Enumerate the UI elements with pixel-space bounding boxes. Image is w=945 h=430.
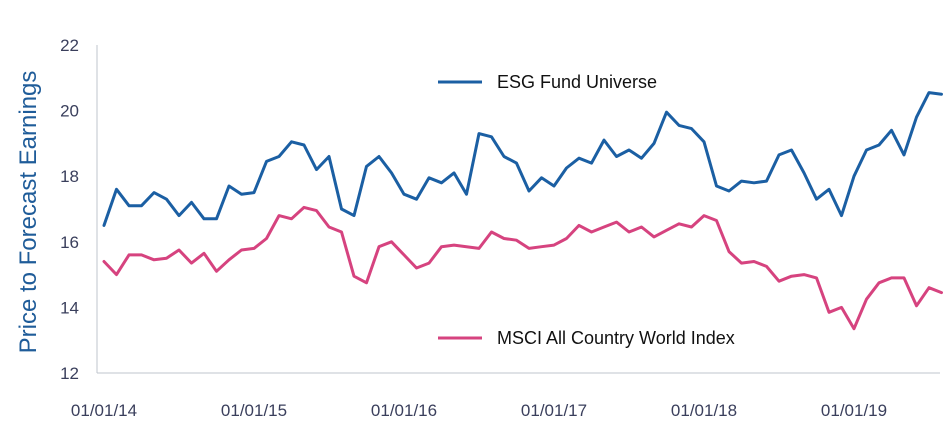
x-tick-labels: 01/01/14 01/01/15 01/01/16 01/01/17 01/01/18… <box>71 401 887 420</box>
y-tick-label: 16 <box>60 233 79 252</box>
y-axis-label: Price to Forecast Earnings <box>15 71 42 354</box>
x-tick-label: 01/01/16 <box>371 401 437 420</box>
x-tick-label: 01/01/15 <box>221 401 287 420</box>
x-tick-label: 01/01/18 <box>671 401 737 420</box>
y-tick-label: 12 <box>60 364 79 383</box>
y-tick-label: 22 <box>60 36 79 55</box>
esg-fund-universe-line <box>102 91 943 227</box>
legend-esg-label: ESG Fund Universe <box>497 72 657 92</box>
y-tick-label: 14 <box>60 298 79 317</box>
series-lines <box>102 91 943 331</box>
x-tick-label: 01/01/14 <box>71 401 137 420</box>
y-tick-label: 18 <box>60 167 79 186</box>
legend-msci: MSCI All Country World Index <box>438 328 735 348</box>
y-tick-label: 20 <box>60 102 79 121</box>
x-tick-label: 01/01/19 <box>821 401 887 420</box>
msci-acwi-line <box>102 205 943 331</box>
y-tick-labels: 12 14 16 18 20 22 <box>60 36 79 383</box>
legend-esg: ESG Fund Universe <box>438 72 657 92</box>
legend-msci-label: MSCI All Country World Index <box>497 328 735 348</box>
x-tick-label: 01/01/17 <box>521 401 587 420</box>
